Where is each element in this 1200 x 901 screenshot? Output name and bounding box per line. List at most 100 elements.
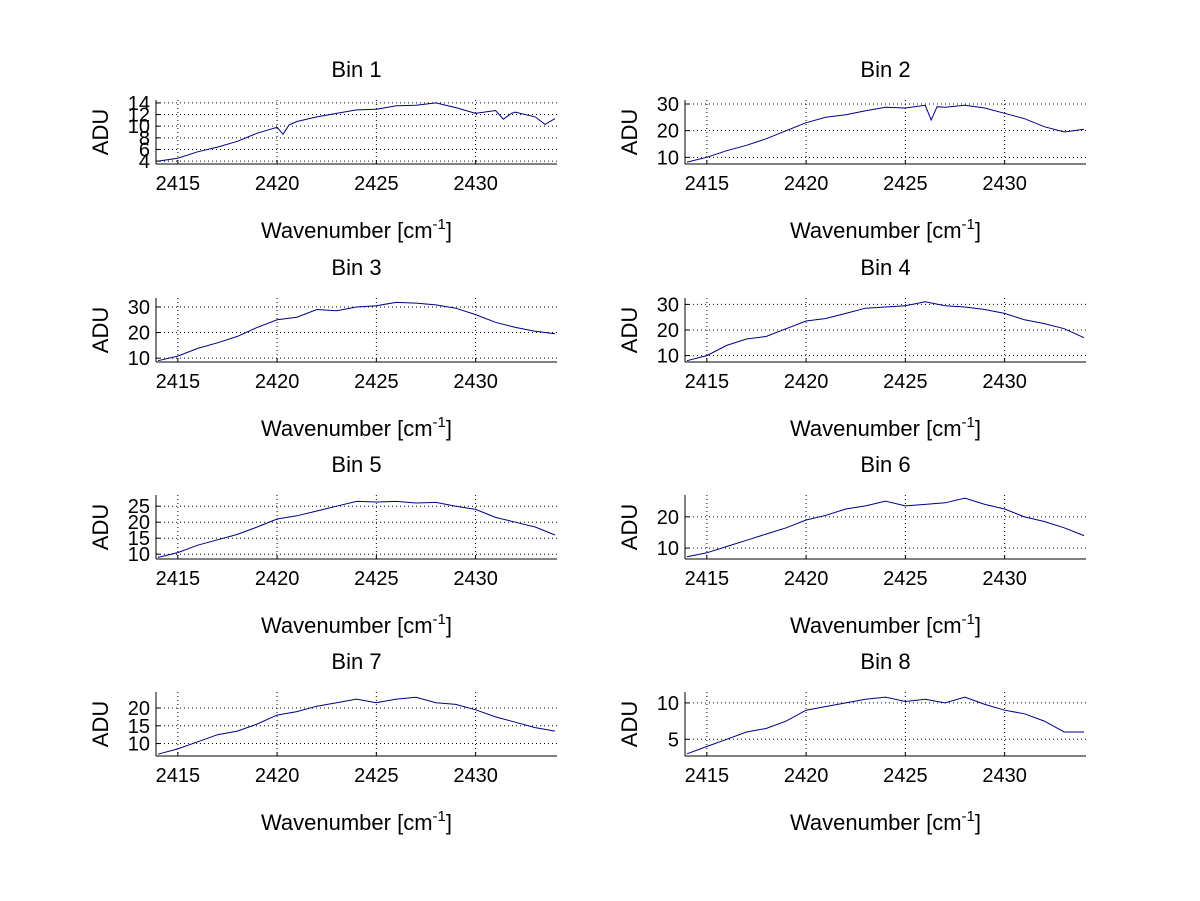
series-line-7	[157, 696, 556, 755]
y-tick-label-5-3: 25	[128, 496, 150, 518]
series-line-2	[686, 104, 1085, 163]
x-tick-label-1-3: 2430	[453, 173, 498, 195]
x-axis-label-1: Wavenumber [cm-1]	[261, 216, 452, 243]
x-axis-label-5: Wavenumber [cm-1]	[261, 611, 452, 638]
x-tick-label-1-2: 2425	[354, 173, 399, 195]
x-axis-label-6: Wavenumber [cm-1]	[790, 611, 981, 638]
y-tick-label-2-0: 10	[657, 147, 679, 169]
y-tick-label-7-1: 15	[128, 716, 150, 738]
x-axis-label-superscript-1: -1	[433, 216, 446, 233]
x-tick-label-5-0: 2415	[156, 568, 201, 590]
y-tick-label-1-1: 6	[139, 139, 150, 161]
x-tick-label-7-3: 2430	[453, 765, 498, 787]
subplot-4: 2415 2420 2425 2430 10 20 30 Bin 4 ADU Wavenumber…	[617, 255, 1086, 441]
x-tick-label-3-0: 2415	[156, 371, 201, 393]
plot-area-6	[685, 495, 1086, 559]
x-axis-label-close-1: ]	[446, 218, 452, 243]
x-axis-label-text-6: Wavenumber [cm	[790, 613, 962, 638]
x-axis-label-text-8: Wavenumber [cm	[790, 810, 962, 835]
y-tick-label-5-0: 10	[128, 544, 150, 566]
x-axis-label-superscript-2: -1	[962, 216, 975, 233]
y-tick-label-3-0: 10	[128, 348, 150, 370]
x-tick-label-6-3: 2430	[982, 568, 1027, 590]
series-line-5	[157, 500, 556, 558]
subplot-title-6: Bin 6	[860, 452, 910, 477]
x-tick-label-2-1: 2420	[784, 173, 829, 195]
y-axis-label-1: ADU	[88, 109, 113, 155]
y-tick-label-6-0: 10	[657, 538, 679, 560]
x-tick-label-1-1: 2420	[255, 173, 300, 195]
y-axis-label-3: ADU	[88, 307, 113, 353]
plot-area-8	[685, 692, 1086, 756]
y-tick-label-7-0: 10	[128, 734, 150, 756]
x-tick-label-3-1: 2420	[255, 371, 300, 393]
x-tick-label-6-0: 2415	[685, 568, 730, 590]
x-axis-label-superscript-4: -1	[962, 414, 975, 431]
subplot-title-2: Bin 2	[860, 57, 910, 82]
x-axis-label-superscript-6: -1	[962, 611, 975, 628]
y-axis-label-7: ADU	[88, 701, 113, 747]
x-axis-label-close-8: ]	[975, 810, 981, 835]
y-tick-label-1-5: 14	[128, 93, 150, 115]
x-axis-label-close-4: ]	[975, 416, 981, 441]
x-tick-label-8-3: 2430	[982, 765, 1027, 787]
y-axis-label-4: ADU	[617, 307, 642, 353]
subplot-title-7: Bin 7	[331, 649, 381, 674]
x-tick-label-8-0: 2415	[685, 765, 730, 787]
x-tick-label-5-1: 2420	[255, 568, 300, 590]
plot-area-5	[156, 495, 557, 559]
subplot-title-3: Bin 3	[331, 255, 381, 280]
x-axis-label-close-2: ]	[975, 218, 981, 243]
x-tick-label-2-0: 2415	[685, 173, 730, 195]
y-axis-label-5: ADU	[88, 504, 113, 550]
x-tick-label-5-2: 2425	[354, 568, 399, 590]
x-axis-label-8: Wavenumber [cm-1]	[790, 808, 981, 835]
subplot-6: 2415 2420 2425 2430 10 20 Bin 6 ADU Wavenumber […	[617, 452, 1086, 638]
plot-area-3	[156, 298, 557, 362]
y-tick-label-5-2: 20	[128, 512, 150, 534]
subplot-8: 2415 2420 2425 2430 5 10 Bin 8 ADU Wavenumber [c…	[617, 649, 1086, 835]
series-line-3	[157, 301, 556, 362]
x-tick-label-5-3: 2430	[453, 568, 498, 590]
x-tick-label-3-3: 2430	[453, 371, 498, 393]
x-tick-label-2-2: 2425	[883, 173, 928, 195]
series-line-4	[686, 301, 1085, 362]
y-tick-label-4-1: 20	[657, 320, 679, 342]
y-tick-label-4-2: 30	[657, 294, 679, 316]
y-tick-label-6-1: 20	[657, 507, 679, 529]
y-tick-label-8-0: 5	[668, 729, 679, 751]
x-axis-label-close-3: ]	[446, 416, 452, 441]
x-axis-label-close-7: ]	[446, 810, 452, 835]
subplot-title-1: Bin 1	[331, 57, 381, 82]
y-tick-label-3-1: 20	[128, 323, 150, 345]
x-axis-label-7: Wavenumber [cm-1]	[261, 808, 452, 835]
y-tick-label-5-1: 15	[128, 528, 150, 550]
x-tick-label-8-2: 2425	[883, 765, 928, 787]
x-axis-label-text-5: Wavenumber [cm	[261, 613, 433, 638]
x-axis-label-text-4: Wavenumber [cm	[790, 416, 962, 441]
x-tick-label-7-0: 2415	[156, 765, 201, 787]
x-axis-label-text-1: Wavenumber [cm	[261, 218, 433, 243]
subplot-title-5: Bin 5	[331, 452, 381, 477]
subplot-2: 2415 2420 2425 2430 10 20 30 Bin 2 ADU Wavenumber…	[617, 57, 1086, 243]
x-axis-label-text-3: Wavenumber [cm	[261, 416, 433, 441]
subplot-title-8: Bin 8	[860, 649, 910, 674]
x-tick-label-6-1: 2420	[784, 568, 829, 590]
x-axis-label-superscript-5: -1	[433, 611, 446, 628]
x-tick-label-8-1: 2420	[784, 765, 829, 787]
x-axis-label-superscript-7: -1	[433, 808, 446, 825]
x-axis-label-3: Wavenumber [cm-1]	[261, 414, 452, 441]
x-tick-label-7-1: 2420	[255, 765, 300, 787]
x-axis-label-close-6: ]	[975, 613, 981, 638]
y-tick-label-2-2: 30	[657, 94, 679, 116]
x-tick-label-4-3: 2430	[982, 371, 1027, 393]
x-axis-label-text-2: Wavenumber [cm	[790, 218, 962, 243]
y-axis-label-6: ADU	[617, 504, 642, 550]
y-tick-label-1-2: 8	[139, 128, 150, 150]
subplot-3: 2415 2420 2425 2430 10 20 30 Bin 3 ADU Wavenumber…	[88, 255, 557, 441]
x-tick-label-6-2: 2425	[883, 568, 928, 590]
